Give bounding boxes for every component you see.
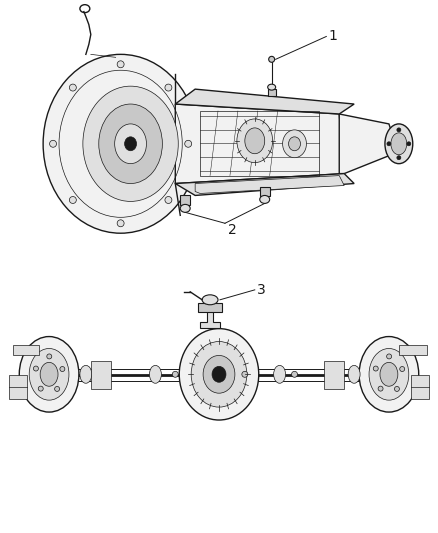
FancyBboxPatch shape xyxy=(260,187,270,197)
Ellipse shape xyxy=(395,386,399,391)
Ellipse shape xyxy=(387,354,392,359)
Ellipse shape xyxy=(391,133,407,155)
Polygon shape xyxy=(399,345,427,356)
Ellipse shape xyxy=(83,86,178,201)
Ellipse shape xyxy=(380,362,398,386)
Text: 2: 2 xyxy=(228,223,237,237)
Ellipse shape xyxy=(43,54,198,233)
Ellipse shape xyxy=(55,386,60,391)
FancyBboxPatch shape xyxy=(9,375,27,399)
Ellipse shape xyxy=(283,130,307,158)
Polygon shape xyxy=(195,175,344,193)
Ellipse shape xyxy=(117,61,124,68)
Ellipse shape xyxy=(397,156,401,160)
Ellipse shape xyxy=(348,365,360,383)
FancyBboxPatch shape xyxy=(411,375,429,399)
Ellipse shape xyxy=(60,367,65,372)
Ellipse shape xyxy=(19,336,79,412)
FancyBboxPatch shape xyxy=(180,196,190,205)
Ellipse shape xyxy=(289,137,300,151)
Ellipse shape xyxy=(185,140,192,147)
Ellipse shape xyxy=(165,84,172,91)
Ellipse shape xyxy=(369,349,409,400)
Ellipse shape xyxy=(180,204,190,212)
Ellipse shape xyxy=(260,196,270,204)
FancyBboxPatch shape xyxy=(91,361,111,389)
Ellipse shape xyxy=(387,142,391,146)
Ellipse shape xyxy=(373,366,378,371)
Polygon shape xyxy=(13,345,39,356)
Polygon shape xyxy=(175,89,354,114)
Ellipse shape xyxy=(99,104,162,183)
Ellipse shape xyxy=(38,386,43,391)
Text: 3: 3 xyxy=(257,283,265,297)
Ellipse shape xyxy=(29,349,69,400)
FancyBboxPatch shape xyxy=(268,89,276,96)
Polygon shape xyxy=(175,174,354,196)
Ellipse shape xyxy=(400,367,405,372)
Ellipse shape xyxy=(149,365,161,383)
Ellipse shape xyxy=(179,329,259,420)
Ellipse shape xyxy=(115,124,146,164)
Ellipse shape xyxy=(69,84,76,91)
Ellipse shape xyxy=(359,336,419,412)
Ellipse shape xyxy=(165,197,172,204)
FancyBboxPatch shape xyxy=(324,361,344,389)
Polygon shape xyxy=(339,114,399,174)
Ellipse shape xyxy=(268,56,275,62)
Ellipse shape xyxy=(385,124,413,164)
Ellipse shape xyxy=(40,362,58,386)
Ellipse shape xyxy=(203,356,235,393)
FancyBboxPatch shape xyxy=(198,303,222,312)
Ellipse shape xyxy=(268,84,276,90)
Ellipse shape xyxy=(212,366,226,382)
Polygon shape xyxy=(175,104,344,183)
Polygon shape xyxy=(200,310,220,328)
Ellipse shape xyxy=(242,372,248,377)
Ellipse shape xyxy=(172,372,178,377)
Text: 1: 1 xyxy=(328,29,337,44)
Ellipse shape xyxy=(378,386,383,391)
Ellipse shape xyxy=(124,137,137,151)
Ellipse shape xyxy=(49,140,57,147)
Ellipse shape xyxy=(80,365,92,383)
Ellipse shape xyxy=(202,295,218,305)
Ellipse shape xyxy=(117,220,124,227)
Ellipse shape xyxy=(69,197,76,204)
Ellipse shape xyxy=(245,128,265,154)
Ellipse shape xyxy=(191,342,247,407)
Ellipse shape xyxy=(292,372,297,377)
Ellipse shape xyxy=(407,142,411,146)
Ellipse shape xyxy=(237,119,273,163)
Ellipse shape xyxy=(274,365,286,383)
Ellipse shape xyxy=(47,354,52,359)
Ellipse shape xyxy=(33,366,39,371)
Ellipse shape xyxy=(397,128,401,132)
